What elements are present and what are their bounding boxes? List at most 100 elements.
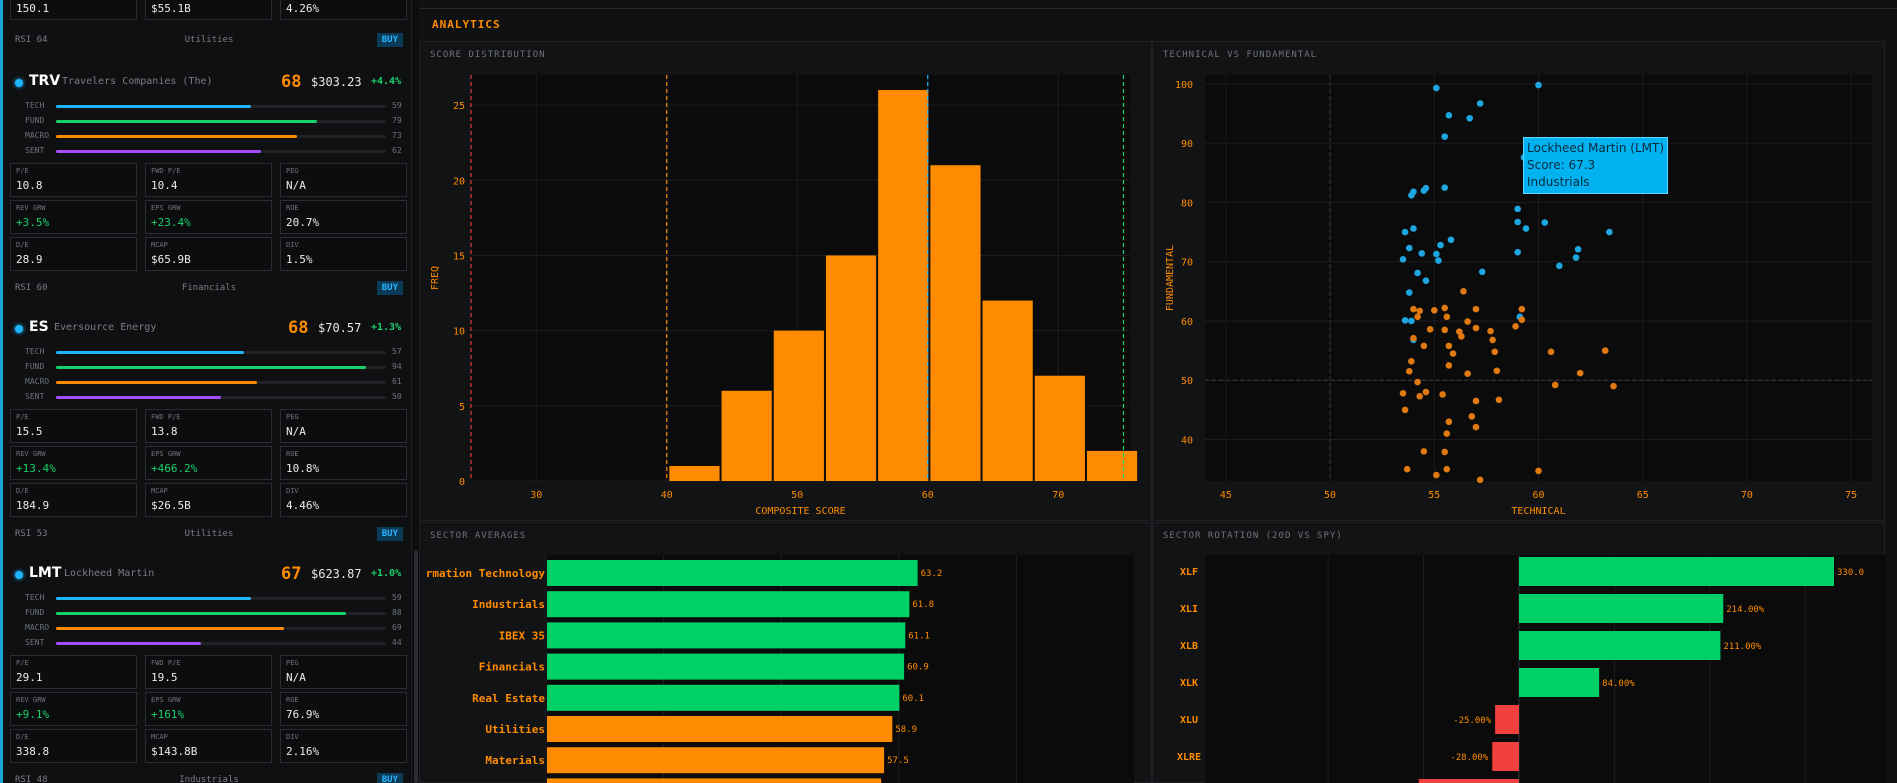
- metric-value: $65.9B: [151, 253, 191, 266]
- sector-rotation-panel: SECTOR ROTATION (20D VS SPY) XLF 330.0 XLI…: [1152, 522, 1886, 783]
- x-tick-label: 75: [1845, 490, 1857, 501]
- metric-box: P/E 10.8: [10, 163, 137, 197]
- scatter-point: [1433, 250, 1440, 258]
- metric-box: EPS GRW +466.2%: [145, 446, 272, 480]
- stock-card[interactable]: ES Eversource Energy 68 $70.57 +1.3% TEC…: [10, 318, 408, 545]
- card-footer: RSI 60 Financials BUY: [10, 281, 408, 297]
- stock-card[interactable]: TRV Travelers Companies (The) 68 $303.23…: [10, 72, 408, 299]
- scatter-point: [1401, 406, 1409, 414]
- score-bar-track: [56, 150, 386, 153]
- buy-button[interactable]: BUY: [376, 527, 403, 541]
- metric-value: 13.8: [151, 425, 178, 438]
- sector-averages-chart: rmation Technology 63.2 Industrials 61.8 IBE…: [426, 555, 1134, 783]
- score-bar-fill: [56, 597, 251, 600]
- buy-button[interactable]: BUY: [376, 281, 403, 295]
- buy-button[interactable]: BUY: [376, 773, 403, 783]
- metric-label: D/E: [16, 733, 29, 741]
- scatter-point: [1535, 467, 1542, 475]
- score-bar-value: 62: [392, 146, 402, 155]
- metric-value: 10.8%: [286, 462, 320, 475]
- sector-label: Real Estate: [472, 692, 545, 705]
- score-bar-fund: FUND 79: [10, 115, 408, 129]
- value-label: 330.0: [1837, 568, 1864, 578]
- histogram-bar: [1086, 450, 1138, 481]
- metric-value: 4.46%: [286, 499, 320, 512]
- score-bar-macro: MACRO 61: [10, 376, 408, 390]
- score-bar-fill: [56, 366, 367, 369]
- scatter-point: [1445, 362, 1453, 369]
- metric-label: REV GRW: [16, 450, 46, 458]
- scatter-point: [1447, 236, 1455, 244]
- metric-value: +466.2%: [151, 462, 198, 475]
- sector-label: XLI: [1180, 604, 1198, 615]
- buy-button[interactable]: BUY: [376, 33, 403, 47]
- scatter-point: [1466, 114, 1474, 122]
- score-bar-label: SENT: [25, 638, 45, 647]
- x-tick-label: 40: [661, 490, 673, 501]
- scatter-point: [1410, 188, 1417, 196]
- metric-box: $55.1B: [145, 0, 272, 20]
- status-dot-icon: [15, 79, 23, 87]
- score-bar-label: TECH: [25, 347, 45, 356]
- scatter-point: [1489, 336, 1496, 344]
- ticker-symbol: TRV: [29, 73, 61, 89]
- scatter-point: [1468, 413, 1476, 420]
- company-name: Travelers Companies (The): [62, 76, 213, 87]
- scatter-point: [1433, 84, 1440, 92]
- x-tick-label: 55: [1428, 490, 1440, 501]
- score-bar-sent: SENT 50: [10, 391, 408, 405]
- scatter-point: [1441, 133, 1449, 140]
- scatter-point: [1472, 305, 1480, 313]
- histogram-bar: [1034, 375, 1085, 481]
- metric-box: REV GRW +13.4%: [10, 446, 137, 480]
- panel-title: TECHNICAL VS FUNDAMENTAL: [1163, 50, 1318, 60]
- panel-title: SECTOR ROTATION (20D VS SPY): [1163, 531, 1343, 541]
- score-bar-fill: [56, 396, 221, 399]
- metric-value: 2.16%: [286, 745, 320, 758]
- score-bar-value: 57: [392, 347, 402, 356]
- scatter-point: [1405, 289, 1413, 296]
- metric-value: 338.8: [16, 745, 50, 758]
- rotation-bar: [1519, 594, 1724, 623]
- score-bar-fill: [56, 120, 317, 123]
- stock-card[interactable]: 150.1 $55.1B 4.26% RSI 64 Utilities BUY: [10, 0, 408, 55]
- composite-score: 67: [281, 564, 302, 584]
- y-tick-label: 90: [1181, 139, 1193, 150]
- scatter-point: [1493, 367, 1501, 375]
- ticker-symbol: ES: [29, 319, 49, 335]
- metric-box: P/E 29.1: [10, 655, 137, 689]
- metric-value: N/A: [286, 425, 306, 438]
- ticker-symbol: LMT: [29, 565, 62, 581]
- scatter-point: [1416, 392, 1423, 400]
- scatter-point: [1460, 288, 1467, 295]
- score-bar-fill: [56, 627, 284, 630]
- score-bar-track: [56, 597, 386, 600]
- metric-box: 150.1: [10, 0, 137, 20]
- rotation-bar: [1519, 557, 1834, 586]
- tooltip-score: Score: 67.3: [1527, 158, 1596, 172]
- sector-label: XLB: [1180, 641, 1198, 652]
- watchlist-scrollbar[interactable]: [414, 550, 418, 783]
- value-label: -28.00%: [1450, 753, 1489, 763]
- scatter-point: [1405, 244, 1413, 252]
- metric-box: MCAP $143.8B: [145, 729, 272, 763]
- scatter-point: [1478, 268, 1486, 276]
- score-bar-tech: TECH 57: [10, 346, 408, 360]
- metric-value: 76.9%: [286, 708, 320, 721]
- metric-value: N/A: [286, 179, 306, 192]
- value-label: 61.1: [908, 631, 930, 641]
- score-bar-fill: [56, 381, 258, 384]
- score-bar-track: [56, 135, 386, 138]
- stock-card[interactable]: LMT Lockheed Martin 67 $623.87 +1.0% TEC…: [10, 564, 408, 783]
- metric-box: ROE 20.7%: [280, 200, 407, 234]
- scatter-point: [1576, 369, 1584, 377]
- metrics-grid: P/E 15.5 FWD P/E 13.8 PEG N/A REV GRW +13.4% EPS…: [10, 409, 408, 519]
- score-bar-tech: TECH 59: [10, 100, 408, 114]
- y-tick-label: 25: [453, 101, 465, 112]
- scatter-point: [1437, 241, 1444, 249]
- metric-value: 20.7%: [286, 216, 320, 229]
- score-bar-tech: TECH 59: [10, 592, 408, 606]
- score-bar-fill: [56, 105, 251, 108]
- analytics-area: ANALYTICS SCORE DISTRIBUTION 30 40 50 60 70 0…: [419, 0, 1897, 783]
- x-tick-label: 50: [791, 490, 803, 501]
